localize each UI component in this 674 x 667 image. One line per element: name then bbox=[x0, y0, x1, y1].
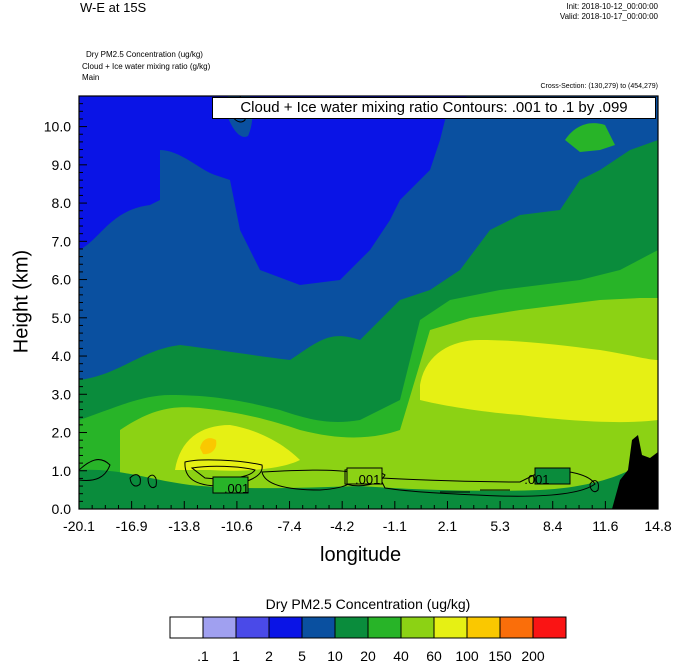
fill-level-150 bbox=[200, 438, 217, 455]
field-label-main: Main bbox=[82, 73, 100, 82]
field-label-pm25: Dry PM2.5 Concentration (ug/kg) bbox=[86, 50, 203, 59]
contour-label: .001 bbox=[355, 472, 380, 487]
contour-label-boxes bbox=[212, 467, 571, 494]
contour-title: Cloud + Ice water mixing ratio Contours:… bbox=[212, 97, 656, 119]
x-tick-label: -1.1 bbox=[383, 518, 407, 534]
x-tick-label: 8.4 bbox=[543, 518, 563, 534]
colorbar-swatch bbox=[268, 616, 303, 639]
x-tick-label: 11.6 bbox=[592, 518, 618, 534]
y-tick-label: 6.0 bbox=[52, 272, 72, 288]
cross-section-label: Cross-Section: (130,279) to (454,279) bbox=[540, 83, 658, 90]
y-axis-label: Height (km) bbox=[10, 249, 33, 354]
colorbar-label: 1 bbox=[232, 648, 240, 664]
colorbar-label: 20 bbox=[360, 648, 376, 664]
y-tick-label: 1.0 bbox=[52, 463, 72, 479]
colorbar-swatch bbox=[466, 616, 501, 639]
x-tick-label: 5.3 bbox=[490, 518, 510, 534]
contour-label: .001 bbox=[224, 481, 249, 496]
colorbar-swatch bbox=[400, 616, 435, 639]
y-tick-label: 2.0 bbox=[52, 425, 72, 441]
x-tick-label: -4.2 bbox=[330, 518, 354, 534]
valid-time: Valid: 2018-10-17_00:00:00 bbox=[559, 12, 658, 21]
colorbar-label: 100 bbox=[455, 648, 479, 664]
x-tick-label: 2.1 bbox=[438, 518, 458, 534]
fill-level-100b bbox=[420, 340, 658, 423]
x-tick-label: -7.4 bbox=[277, 518, 301, 534]
x-axis-ticks: -20.1 -16.9 -13.8 -10.6 -7.4 -4.2 -1.1 2.1 5.3 8.… bbox=[63, 501, 672, 534]
colorbar-label: 60 bbox=[426, 648, 442, 664]
colorbar-title: Dry PM2.5 Concentration (ug/kg) bbox=[265, 596, 471, 612]
colorbar-swatch bbox=[202, 616, 237, 639]
colorbar-swatch bbox=[334, 616, 369, 639]
colorbar-label: 40 bbox=[393, 648, 409, 664]
colorbar-swatch bbox=[433, 616, 468, 639]
colorbar-label: 200 bbox=[521, 648, 545, 664]
y-tick-label: 3.0 bbox=[52, 386, 72, 402]
init-time: Init: 2018-10-12_00:00:00 bbox=[566, 2, 658, 11]
colorbar-swatch bbox=[235, 616, 270, 639]
y-tick-label: 8.0 bbox=[52, 195, 72, 211]
colorbar-label: 5 bbox=[298, 648, 306, 664]
x-tick-label: -10.6 bbox=[221, 518, 253, 534]
y-axis-ticks: 0.0 1.0 2.0 3.0 4.0 5.0 6.0 7.0 8.0 9.0 10.0 bbox=[44, 95, 87, 517]
y-tick-label: 5.0 bbox=[52, 310, 72, 326]
x-axis-label: longitude bbox=[320, 544, 402, 566]
colorbar-label: 150 bbox=[488, 648, 512, 664]
x-tick-label: -16.9 bbox=[116, 518, 148, 534]
plot-title-left: W-E at 15S bbox=[80, 0, 147, 15]
fill-level-40b bbox=[565, 123, 615, 152]
colorbar-label: .1 bbox=[197, 648, 209, 664]
colorbar-swatch bbox=[169, 616, 204, 639]
contour-label: .001 bbox=[524, 472, 549, 487]
fill-level-100a bbox=[175, 425, 300, 471]
colorbar-label: 2 bbox=[265, 648, 273, 664]
filled-contours bbox=[79, 96, 658, 509]
y-tick-label: 0.0 bbox=[52, 501, 72, 517]
field-label-cloud: Cloud + Ice water mixing ratio (g/kg) bbox=[82, 62, 211, 71]
y-tick-label: 7.0 bbox=[52, 233, 72, 249]
y-tick-label: 9.0 bbox=[52, 157, 72, 173]
y-tick-label: 10.0 bbox=[44, 119, 71, 135]
colorbar-swatch bbox=[499, 616, 534, 639]
y-tick-label: 4.0 bbox=[52, 348, 72, 364]
x-tick-label: -13.8 bbox=[168, 518, 200, 534]
contour-labels: .001 .001 .001 bbox=[224, 472, 550, 496]
colorbar-swatch bbox=[367, 616, 402, 639]
x-tick-label: 14.8 bbox=[644, 518, 671, 534]
colorbar-swatch bbox=[301, 616, 336, 639]
colorbar-swatch bbox=[532, 616, 567, 639]
x-tick-label: -20.1 bbox=[63, 518, 95, 534]
terrain bbox=[612, 435, 658, 509]
colorbar-label: 10 bbox=[327, 648, 343, 664]
colorbar: .1 1 2 5 10 20 40 60 100 150 200 bbox=[169, 616, 567, 664]
fill-level-20-surface bbox=[79, 460, 658, 509]
